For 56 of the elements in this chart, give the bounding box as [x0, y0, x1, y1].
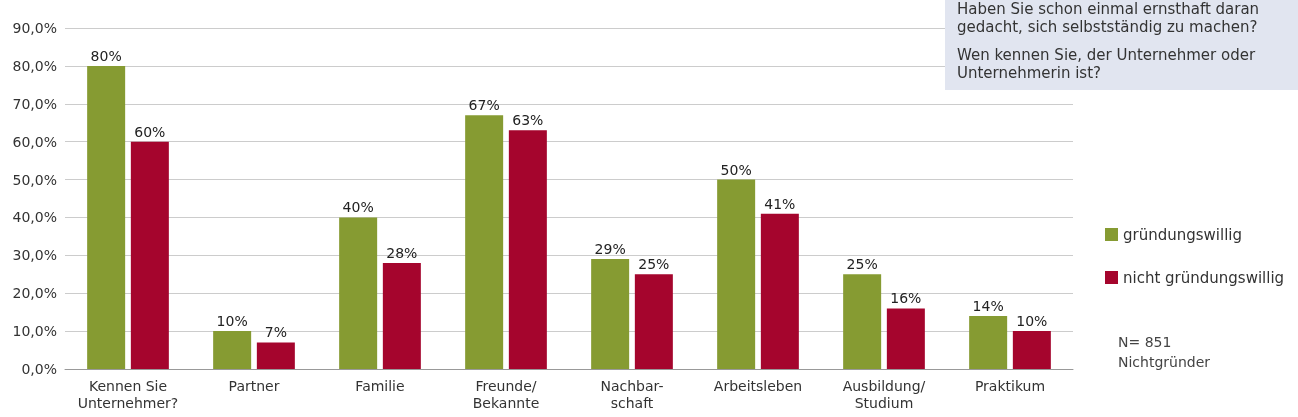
bar [256, 342, 295, 369]
data-label: 63% [512, 112, 544, 129]
bar [634, 274, 673, 369]
data-label: 25% [638, 256, 670, 273]
bar [87, 65, 126, 369]
bar [886, 308, 925, 369]
y-tick-label: 20,0% [12, 285, 57, 302]
x-tick-label: Praktikum [974, 377, 1046, 394]
y-tick-label: 10,0% [12, 323, 57, 340]
data-label: 50% [720, 161, 752, 178]
x-tick-label: Familie [355, 377, 405, 394]
bar [591, 259, 630, 369]
bar [213, 331, 252, 369]
note-box: Haben Sie schon einmal ernsthaft daran gedacht, sich selbstständig zu machen? Wen kennen Sie, der Unternehmer oder Unternehmerin ist? [945, 0, 1298, 90]
y-tick-label: 70,0% [12, 95, 57, 112]
bar [1012, 331, 1051, 369]
bar [465, 115, 504, 369]
x-tick-label: Freunde/ Bekannte [472, 377, 540, 411]
x-tick-label: Ausbildung/ Studium [842, 377, 926, 411]
data-label: 40% [342, 199, 374, 216]
x-tick-label: Partner [228, 377, 280, 394]
data-label: 80% [90, 47, 122, 64]
bar [130, 141, 169, 369]
bar [717, 179, 756, 369]
y-tick-label: 60,0% [12, 133, 57, 150]
y-tick-label: 80,0% [12, 57, 57, 74]
bar [382, 262, 421, 369]
legend-label: nicht gründungswillig [1123, 268, 1285, 287]
y-tick-label: 90,0% [12, 20, 57, 36]
text: N= 851 Nichtgründer [1118, 334, 1211, 370]
legend-label: gründungswillig [1123, 225, 1243, 244]
data-label: 28% [386, 244, 418, 261]
y-tick-label: 40,0% [12, 209, 57, 226]
bar [843, 274, 882, 369]
data-label: 10% [216, 313, 248, 330]
data-label: 25% [846, 256, 878, 273]
bar [760, 213, 799, 369]
y-tick-label: 0,0% [21, 361, 57, 377]
data-label: 14% [972, 297, 1004, 314]
data-label: 10% [1016, 313, 1048, 330]
bar [969, 315, 1008, 369]
data-label: 41% [764, 195, 796, 212]
data-label: 60% [134, 123, 166, 140]
data-label: 16% [890, 290, 922, 307]
y-tick-label: 50,0% [12, 171, 57, 188]
data-label: 67% [468, 97, 500, 114]
x-tick-label: Nachbar- schaft [600, 377, 664, 411]
bar [339, 217, 378, 369]
annotation: Wen kennen Sie, der Unternehmer oder Unternehmerin ist? [957, 46, 1257, 82]
y-tick-label: 30,0% [12, 247, 57, 264]
data-label: 7% [264, 324, 287, 341]
data-label: 29% [594, 241, 626, 258]
x-tick-label: Arbeitsleben [713, 377, 803, 394]
x-tick-label: Kennen Sie Unternehmer? [77, 377, 179, 411]
bar [508, 130, 547, 369]
annotation: Haben Sie schon einmal ernsthaft daran gedacht, sich selbstständig zu machen? [957, 0, 1261, 36]
